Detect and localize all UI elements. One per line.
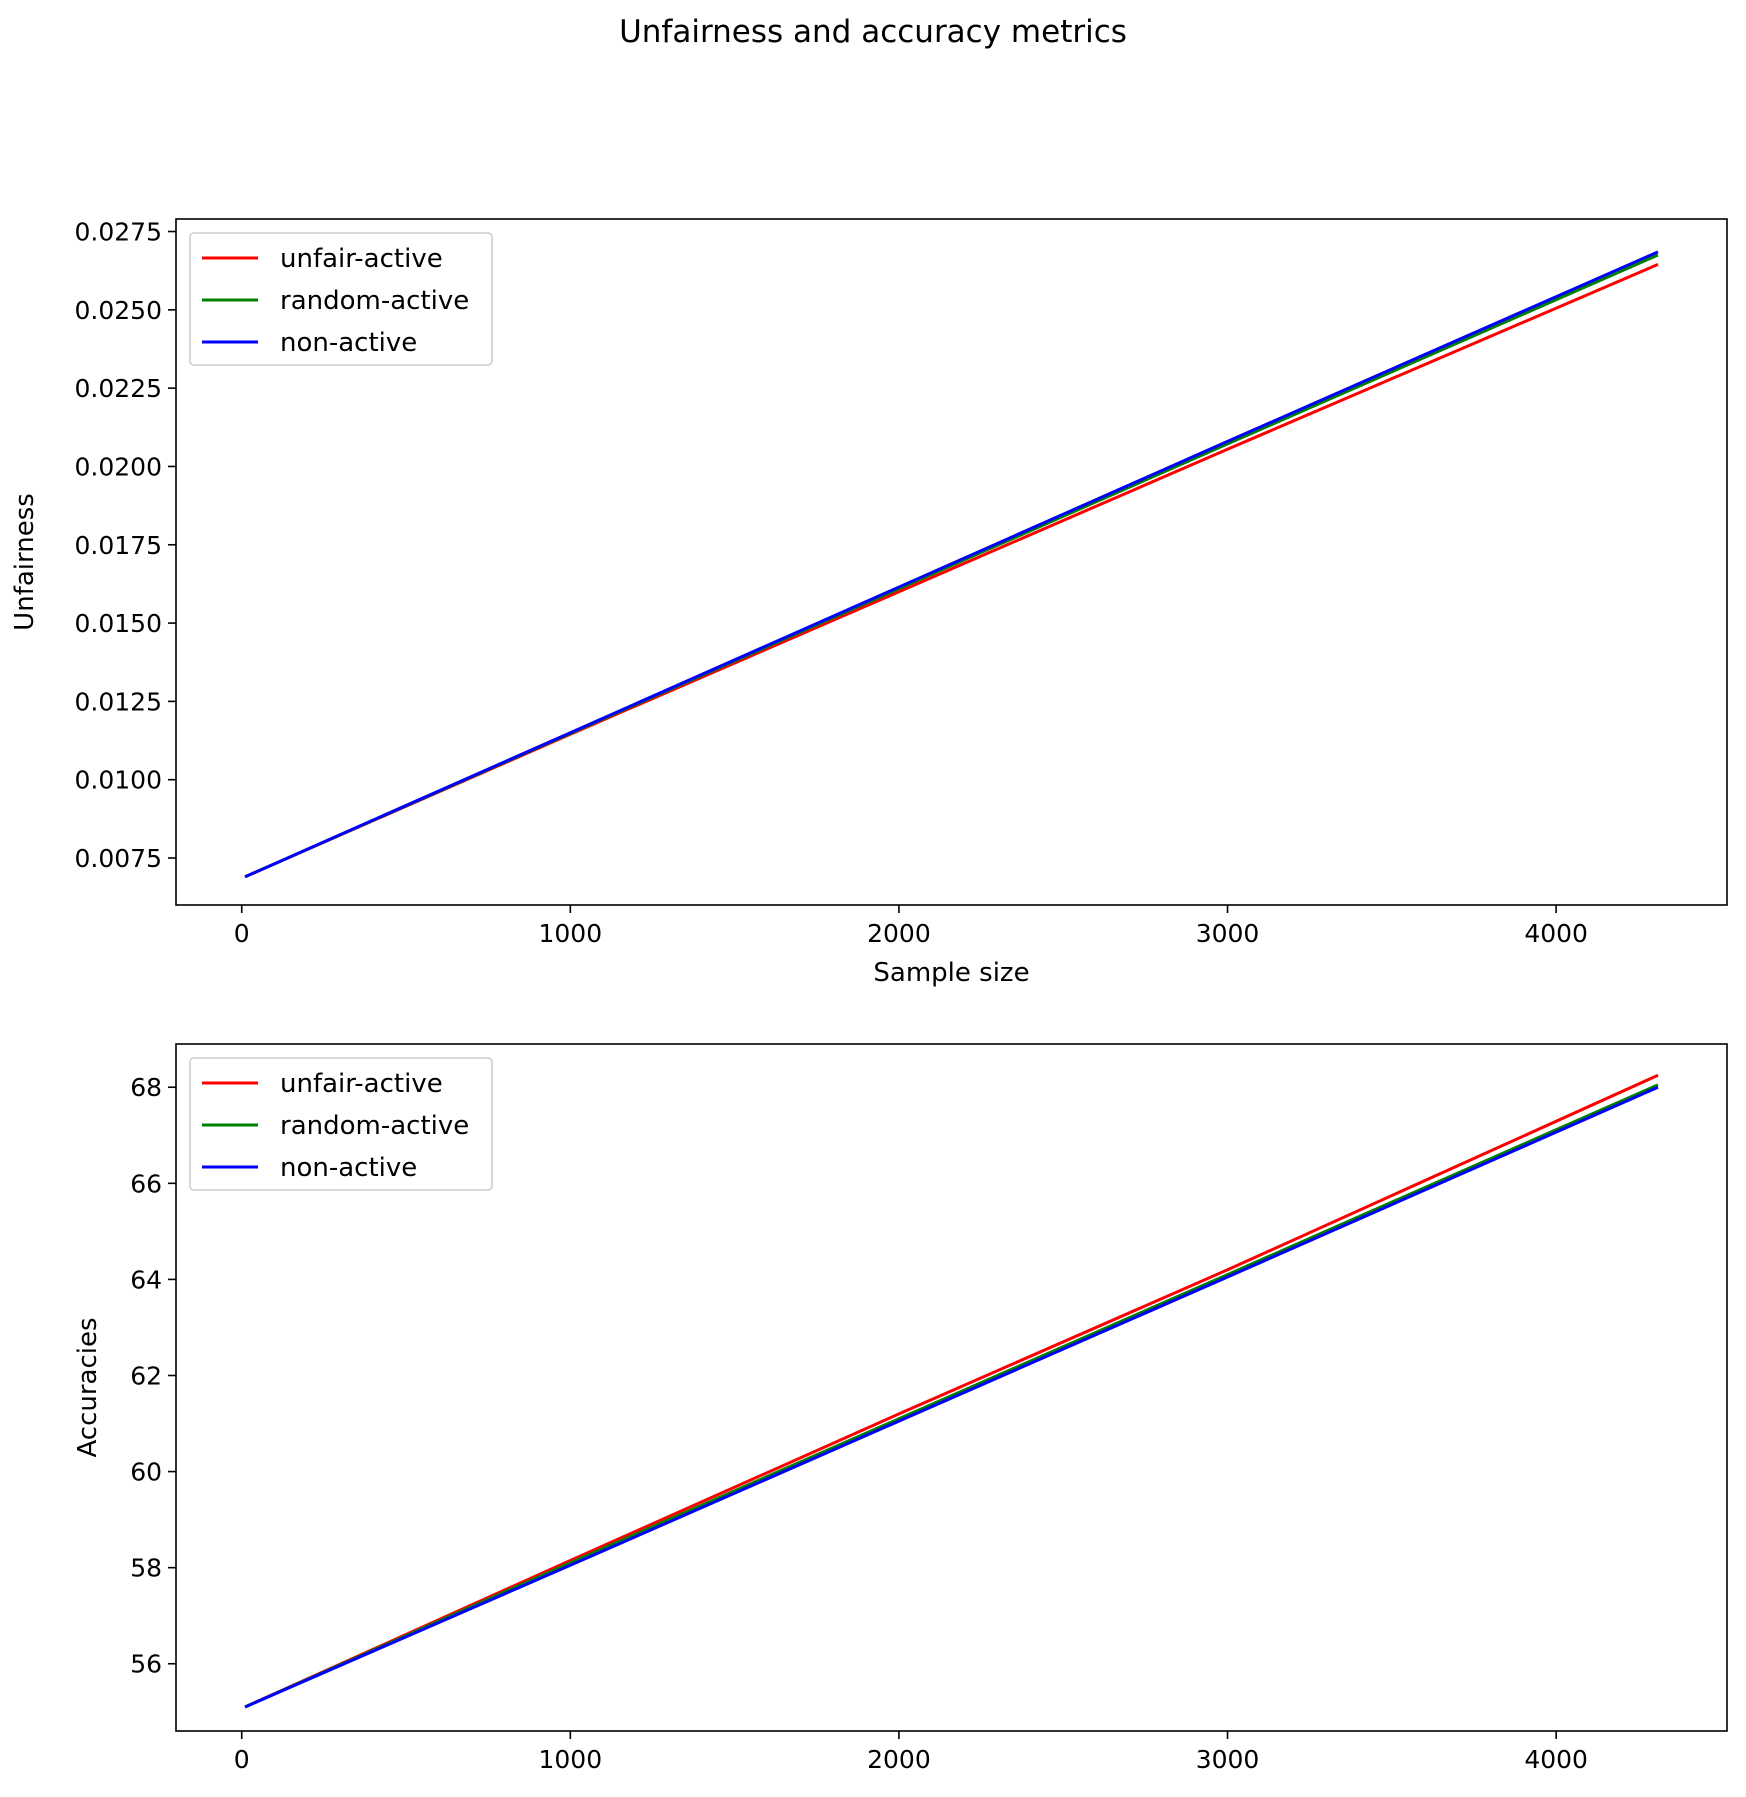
x-tick-label: 1000 <box>539 919 603 948</box>
series-line-non-active <box>244 1085 1659 1709</box>
legend-label-unfair-active: unfair-active <box>280 244 443 274</box>
legend: unfair-active random-active non-active <box>189 232 493 366</box>
x-axis-label: Sample size <box>873 958 1029 988</box>
legend: unfair-active random-active non-active <box>189 1057 493 1191</box>
x-tick-label: 2000 <box>867 919 931 948</box>
x-tick-label: 4000 <box>1524 919 1588 948</box>
y-tick-label: 0.0275 <box>75 218 162 247</box>
x-tick-label: 0 <box>234 919 250 948</box>
legend-label-non-active: non-active <box>280 328 417 358</box>
y-axis-label: Accuracies <box>73 1317 103 1457</box>
y-axis-label: Unfairness <box>10 493 40 631</box>
y-tick-label: 66 <box>130 1169 162 1198</box>
x-tick-label: 0 <box>234 1745 250 1774</box>
plot-frame <box>175 218 1728 906</box>
legend-label-random-active: random-active <box>280 1111 469 1141</box>
x-tick-label: 1000 <box>539 1745 603 1774</box>
y-tick-label: 0.0200 <box>75 452 162 481</box>
y-tick-label: 62 <box>130 1361 162 1390</box>
legend-label-non-active: non-active <box>280 1153 417 1183</box>
y-tick-label: 0.0250 <box>75 296 162 325</box>
x-tick-label: 3000 <box>1196 919 1260 948</box>
y-tick-label: 0.0150 <box>75 609 162 638</box>
y-tick-label: 68 <box>130 1073 162 1102</box>
subplot-1: 0 1000 2000 3000 4000 0.0075 0.0100 0.0125 0.015… <box>10 218 1728 988</box>
y-tick-label: 0.0175 <box>75 531 162 560</box>
x-tick-label: 3000 <box>1196 1745 1260 1774</box>
y-tick-label: 56 <box>130 1650 162 1679</box>
y-tick-label: 0.0125 <box>75 687 162 716</box>
plot-frame <box>175 1043 1728 1732</box>
x-tick-label: 2000 <box>867 1745 931 1774</box>
legend-label-random-active: random-active <box>280 286 469 316</box>
y-tick-label: 0.0100 <box>75 766 162 795</box>
y-tick-label: 58 <box>130 1554 162 1583</box>
y-tick-label: 0.0075 <box>75 844 162 873</box>
x-tick-label: 4000 <box>1524 1745 1588 1774</box>
figure-title: Unfairness and accuracy metrics <box>619 14 1127 50</box>
y-tick-label: 0.0225 <box>75 374 162 403</box>
legend-box <box>189 232 493 366</box>
subplot-2: 0 1000 2000 3000 4000 56 58 60 62 64 66 68 Accuracie… <box>73 1043 1728 1774</box>
series-line-non-active <box>244 250 1659 879</box>
legend-label-unfair-active: unfair-active <box>280 1069 443 1099</box>
y-tick-label: 60 <box>130 1458 162 1487</box>
legend-box <box>189 1057 493 1191</box>
y-tick-label: 64 <box>130 1265 162 1294</box>
